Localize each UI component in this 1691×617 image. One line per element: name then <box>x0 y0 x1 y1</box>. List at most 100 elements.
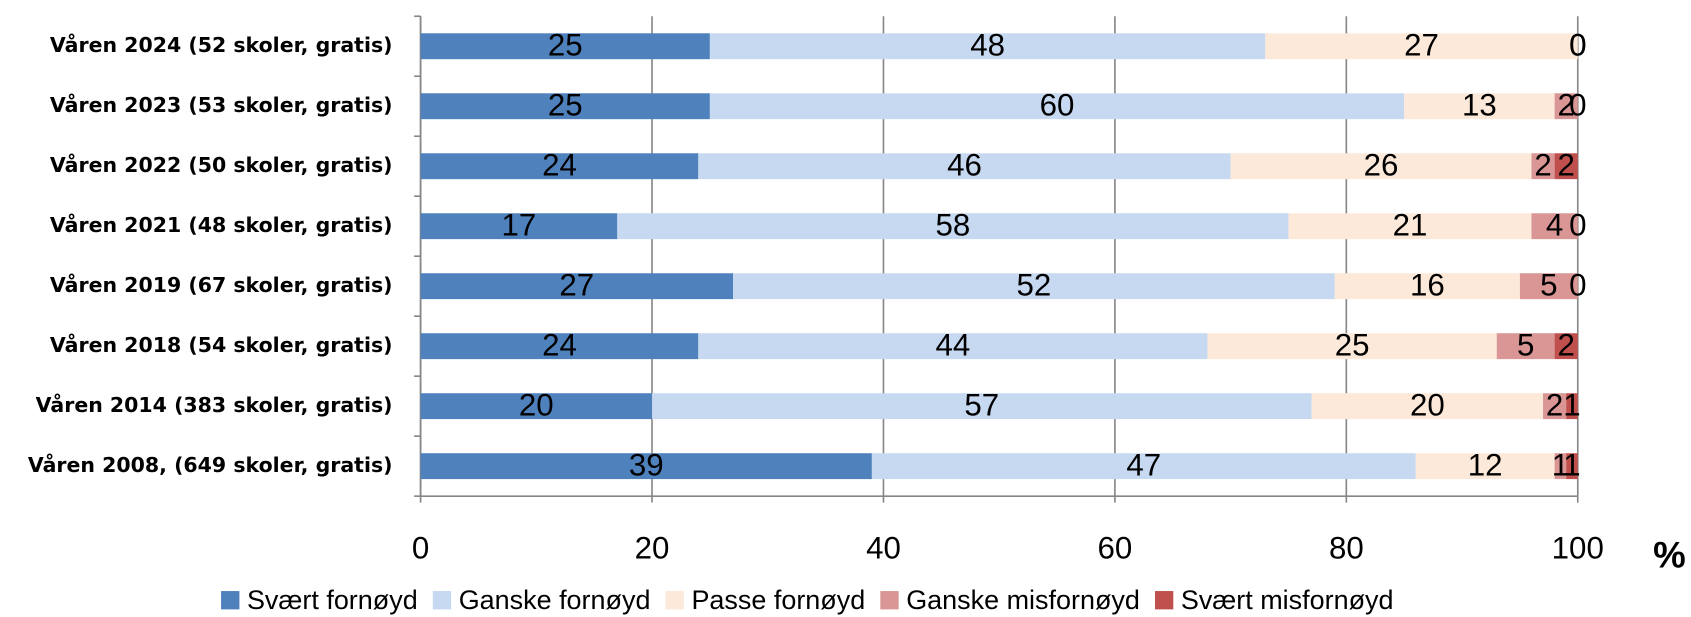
bar-segment <box>617 213 1289 240</box>
data-label: 12 <box>1468 447 1503 482</box>
data-label: 46 <box>947 148 982 183</box>
bar-segment <box>1230 153 1532 180</box>
data-label: 57 <box>964 388 999 423</box>
data-label: 20 <box>519 388 554 423</box>
x-tick-label: 80 <box>1329 530 1364 565</box>
bar-segment <box>1265 33 1578 60</box>
data-label: 20 <box>1410 388 1445 423</box>
data-label: 5 <box>1517 328 1534 363</box>
category-label: Våren 2008, (649 skoler, gratis) <box>28 452 393 477</box>
category-label: Våren 2022 (50 skoler, gratis) <box>50 152 393 177</box>
category-label: Våren 2019 (67 skoler, gratis) <box>50 272 393 297</box>
legend-swatch <box>1154 591 1174 610</box>
data-label: 17 <box>502 208 537 243</box>
bar-segment <box>420 273 734 300</box>
data-label: 44 <box>936 328 971 363</box>
bar-segment <box>698 153 1231 180</box>
bar-segment <box>1531 213 1578 240</box>
bar-segment <box>1496 333 1555 360</box>
data-label: 52 <box>1017 268 1052 303</box>
data-label: 2 <box>1557 88 1574 123</box>
data-label: 2 <box>1546 388 1563 423</box>
bar-segment <box>1311 393 1544 420</box>
bar-segment <box>709 33 1266 60</box>
data-label: 24 <box>542 328 577 363</box>
bar-segment <box>1554 93 1578 120</box>
data-label: 25 <box>1335 328 1370 363</box>
data-label: 0 <box>1569 28 1586 63</box>
data-label: 0 <box>1569 28 1586 63</box>
bar-segment <box>420 393 653 420</box>
bar-segment <box>1554 453 1567 480</box>
legend-swatch <box>221 591 240 610</box>
data-label: 39 <box>629 447 664 482</box>
data-label: 26 <box>1364 148 1399 183</box>
data-label: 27 <box>559 268 594 303</box>
legend-swatch <box>432 591 452 610</box>
data-label: 1 <box>1552 447 1569 482</box>
bar-segment <box>420 333 699 360</box>
category-label: Våren 2021 (48 skoler, gratis) <box>50 212 393 237</box>
bar-segment <box>709 93 1405 120</box>
data-label: 47 <box>1126 447 1161 482</box>
bar-segment <box>420 33 710 60</box>
x-tick-label: 40 <box>866 530 901 565</box>
bar-segment <box>1415 453 1555 480</box>
bar-segment <box>1519 273 1578 300</box>
bar-segment <box>1543 393 1567 420</box>
data-label: 2 <box>1534 148 1551 183</box>
data-label: 60 <box>1040 88 1075 123</box>
bar-segment <box>420 213 618 240</box>
data-label: 1 <box>1563 388 1580 423</box>
bar-segment <box>420 453 872 480</box>
data-label: 4 <box>1546 208 1563 243</box>
data-label: 27 <box>1404 28 1439 63</box>
bar-segment <box>871 453 1416 480</box>
data-label: 5 <box>1540 268 1557 303</box>
x-tick-label: 100 <box>1552 530 1604 565</box>
data-label: 0 <box>1569 88 1586 123</box>
legend-swatch <box>665 591 684 610</box>
data-label: 0 <box>1569 268 1586 303</box>
x-tick-label: 20 <box>635 530 670 565</box>
category-label: Våren 2014 (383 skoler, gratis) <box>36 392 393 417</box>
data-label: 25 <box>548 28 583 63</box>
bar-segment <box>1554 333 1578 360</box>
data-label: 25 <box>548 88 583 123</box>
legend-label: Ganske misfornøyd <box>906 585 1140 615</box>
data-label: 24 <box>542 148 577 183</box>
x-tick-label: 0 <box>412 530 429 565</box>
data-label: 13 <box>1462 88 1497 123</box>
data-label: 0 <box>1569 208 1586 243</box>
data-label: 48 <box>970 28 1005 63</box>
legend-label: Svært misfornøyd <box>1181 585 1394 615</box>
bar-segment <box>698 333 1208 360</box>
legend-swatch <box>880 591 899 610</box>
data-label: 2 <box>1557 328 1574 363</box>
bar-segment <box>1566 453 1578 480</box>
data-label: 21 <box>1393 208 1428 243</box>
bar-segment <box>1334 273 1520 300</box>
bar-segment <box>1404 93 1555 120</box>
bar-segment <box>652 393 1312 420</box>
category-label: Våren 2023 (53 skoler, gratis) <box>50 92 393 117</box>
bar-segment <box>1554 153 1578 180</box>
legend-label: Ganske fornøyd <box>459 585 651 615</box>
bar-segment <box>1566 393 1578 420</box>
data-label: 1 <box>1563 447 1580 482</box>
category-label: Våren 2018 (54 skoler, gratis) <box>50 332 393 357</box>
x-tick-label: 60 <box>1098 530 1133 565</box>
legend-label: Passe fornøyd <box>691 585 865 615</box>
bar-segment <box>420 153 699 180</box>
data-label: 16 <box>1410 268 1445 303</box>
bar-segment <box>1288 213 1532 240</box>
data-label: 58 <box>936 208 971 243</box>
legend-label: Svært fornøyd <box>247 585 418 615</box>
bar-segment <box>733 273 1335 300</box>
x-axis-label: % <box>1653 534 1686 575</box>
bar-segment <box>1531 153 1555 180</box>
bar-segment <box>420 93 710 120</box>
category-label: Våren 2024 (52 skoler, gratis) <box>50 32 393 57</box>
bar-segment <box>1207 333 1497 360</box>
